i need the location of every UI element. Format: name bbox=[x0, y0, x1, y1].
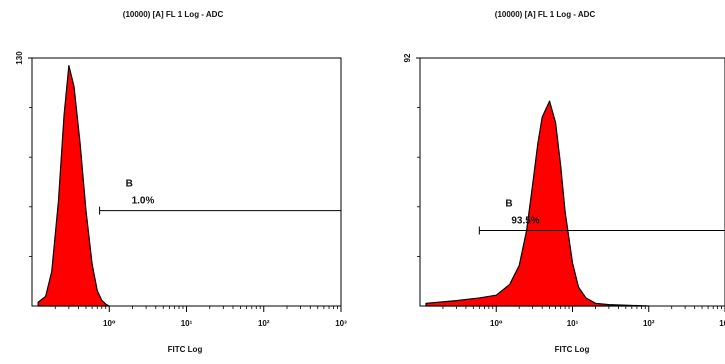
x-axis-label: FITC Log bbox=[554, 345, 590, 354]
x-axis-label: FITC Log bbox=[167, 345, 203, 354]
y-tick-label: 130 bbox=[15, 51, 24, 65]
histogram-panel-left: (10000) [A] FL 1 Log - ADC 10⁰ 10¹ 10² 10³ 1… bbox=[0, 0, 360, 364]
gate-label: B bbox=[126, 179, 133, 190]
x-tick-label: 10¹ bbox=[181, 319, 193, 328]
x-tick-label: 10² bbox=[643, 319, 655, 328]
y-tick-label: 92 bbox=[403, 53, 412, 62]
gate-percent: 93.5% bbox=[511, 216, 539, 227]
histogram-panel-right: (10000) [A] FL 1 Log - ADC 10⁰ 10¹ 10² 10³ 9… bbox=[380, 0, 725, 364]
gate-percent: 1.0% bbox=[132, 196, 155, 207]
histogram-area bbox=[425, 100, 650, 307]
histogram-chart: 10⁰ 10¹ 10² 10³ 130 B 1.0% bbox=[15, 51, 347, 328]
x-tick-label: 10² bbox=[258, 319, 270, 328]
x-tick-label: 10³ bbox=[335, 319, 347, 328]
x-tick-label: 10³ bbox=[719, 319, 725, 328]
chart-title: (10000) [A] FL 1 Log - ADC bbox=[494, 10, 596, 19]
gate-label: B bbox=[505, 199, 512, 210]
chart-title: (10000) [A] FL 1 Log - ADC bbox=[122, 10, 224, 19]
x-tick-label: 10⁰ bbox=[490, 319, 503, 328]
x-tick-label: 10⁰ bbox=[103, 319, 116, 328]
histogram-area bbox=[37, 65, 110, 307]
histogram-chart: 10⁰ 10¹ 10² 10³ 92 B 93.5% bbox=[403, 53, 725, 328]
x-tick-label: 10¹ bbox=[567, 319, 579, 328]
